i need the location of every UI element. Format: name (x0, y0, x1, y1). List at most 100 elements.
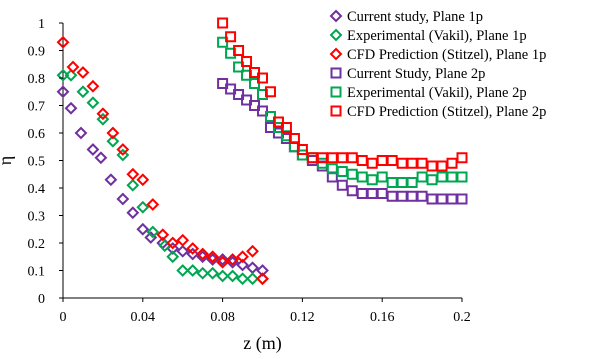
data-point-diamond (176, 244, 190, 258)
y-tick-label: 0.9 (28, 45, 46, 60)
data-point-square (336, 166, 348, 177)
data-point-square (436, 171, 448, 183)
y-axis-ticks: 0 0.1 0.2 0.3 0.4 0.5 0.6 0.7 0.8 0.9 1 (28, 17, 63, 307)
data-point-square (386, 155, 398, 166)
data-point-square (386, 190, 398, 202)
series-3 (56, 35, 269, 286)
data-point-diamond (186, 242, 200, 255)
data-point-diamond (126, 167, 140, 181)
y-tick-label: 1 (38, 17, 45, 32)
data-point-square (446, 193, 458, 205)
legend-square-marker (330, 105, 342, 117)
data-point-square (426, 174, 438, 186)
data-point-square (416, 190, 428, 202)
data-point-square (336, 152, 348, 164)
x-axis-title: z (m) (243, 333, 281, 354)
data-point-square (416, 171, 428, 183)
data-point-diamond (96, 107, 110, 121)
y-tick-label: 0.3 (28, 210, 46, 225)
series-5 (217, 36, 468, 188)
data-point-diamond (136, 173, 150, 187)
data-point-diamond (86, 143, 100, 156)
y-tick-label: 0.4 (28, 182, 46, 197)
data-point-square (396, 157, 408, 169)
data-point-diamond (246, 272, 259, 286)
data-point-square (406, 157, 418, 169)
legend-label: CFD Prediction (Stitzel), Plane 1p (347, 47, 546, 63)
data-point-diamond (206, 250, 220, 264)
data-point-diamond (76, 66, 90, 79)
data-point-diamond (246, 261, 259, 275)
legend-label: Experimental (Vakil), Plane 1p (347, 28, 527, 44)
data-point-square (416, 157, 428, 169)
data-point-diamond (64, 68, 78, 82)
data-point-diamond (104, 173, 118, 187)
legend-diamond-marker (329, 28, 343, 42)
data-point-square (366, 188, 378, 199)
data-point-square (406, 177, 418, 188)
data-point-diamond (106, 134, 120, 148)
legend-square-marker (330, 67, 342, 79)
data-point-diamond (176, 264, 190, 277)
data-point-diamond (146, 225, 160, 239)
series-1 (56, 85, 269, 277)
y-tick-label: 0.6 (28, 127, 46, 142)
data-point-square (446, 157, 458, 169)
data-point-diamond (56, 85, 70, 99)
data-point-square (264, 86, 276, 98)
data-point-square (233, 45, 245, 56)
data-point-square (217, 17, 229, 29)
data-point-diamond (166, 236, 180, 250)
legend-item: CFD Prediction (Stitzel), Plane 2p (330, 104, 546, 120)
data-point-square (376, 171, 388, 183)
data-point-square (436, 160, 448, 172)
data-point-diamond (86, 96, 100, 110)
data-point-square (306, 152, 318, 164)
x-tick-label: 0.16 (370, 310, 395, 325)
data-point-square (288, 133, 300, 144)
data-point-diamond (196, 247, 210, 261)
data-point-square (356, 155, 368, 166)
data-point-square (456, 152, 468, 164)
legend-item: Experimental (Vakil), Plane 1p (329, 28, 527, 44)
data-point-diamond (176, 233, 190, 247)
data-point-square (376, 155, 388, 166)
data-point-diamond (116, 143, 130, 156)
data-point-diamond (166, 250, 180, 264)
data-point-diamond (86, 79, 100, 93)
data-point-square (326, 152, 338, 164)
x-tick-label: 0.08 (210, 310, 235, 325)
data-point-diamond (116, 148, 130, 162)
data-point-diamond (216, 253, 230, 266)
y-tick-label: 0.1 (28, 265, 46, 280)
data-point-square (366, 174, 378, 186)
data-point-square (257, 72, 268, 84)
legend-diamond-marker (329, 9, 343, 23)
data-point-square (257, 89, 268, 100)
series-6 (217, 17, 468, 172)
data-point-diamond (206, 266, 220, 280)
data-point-diamond (256, 272, 269, 286)
y-tick-label: 0.2 (28, 237, 46, 252)
legend-item: Current Study, Plane 2p (330, 66, 485, 82)
plot-area (56, 17, 468, 299)
x-axis-ticks: 0 0.04 0.08 0.12 0.16 0.2 (60, 298, 471, 325)
data-point-diamond (76, 85, 90, 99)
data-point-diamond (146, 198, 160, 211)
data-point-square (296, 144, 308, 155)
legend-item: Current study, Plane 1p (329, 9, 483, 25)
x-tick-label: 0.12 (290, 310, 315, 325)
data-point-square (306, 152, 318, 164)
data-point-square (346, 185, 358, 197)
legend-label: CFD Prediction (Stitzel), Plane 2p (347, 104, 546, 120)
data-point-diamond (186, 247, 200, 261)
data-point-square (356, 171, 368, 183)
data-point-square (356, 188, 368, 199)
data-point-diamond (216, 255, 230, 269)
data-point-diamond (156, 228, 170, 242)
legend-diamond-marker (329, 47, 343, 61)
y-axis-title: η (0, 156, 15, 165)
data-point-diamond (216, 269, 230, 283)
data-point-square (386, 177, 398, 188)
data-point-square (376, 188, 388, 199)
